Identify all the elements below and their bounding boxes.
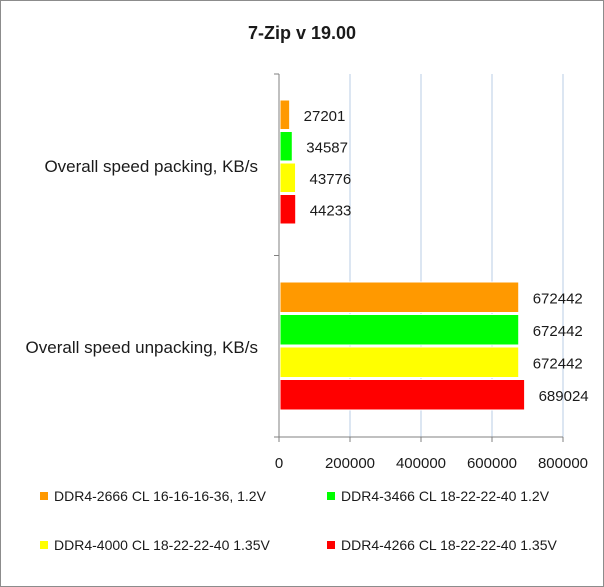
category-labels: Overall speed packing, KB/s Overall speed…: [26, 157, 258, 357]
data-label: 672442: [533, 355, 583, 372]
data-labels: 27201 34587 43776 44233 672442 672442 672442 68…: [304, 108, 589, 405]
bar: [279, 281, 520, 313]
bar: [279, 162, 297, 193]
legend-label: DDR4-2666 CL 16-16-16-36, 1.2V: [54, 488, 267, 504]
legend-swatch: [40, 541, 48, 549]
bar: [279, 194, 297, 225]
chart-title: 7-Zip v 19.00: [248, 23, 356, 43]
legend-swatch: [327, 541, 335, 549]
data-label: 27201: [304, 108, 346, 125]
legend-label: DDR4-3466 CL 18-22-22-40 1.2V: [341, 488, 550, 504]
x-tick-label: 400000: [396, 455, 446, 472]
bar: [279, 379, 526, 411]
data-label: 34587: [306, 139, 348, 156]
bar: [279, 346, 520, 378]
category-label: Overall speed unpacking, KB/s: [26, 338, 258, 357]
x-tick-label: 200000: [325, 455, 375, 472]
bar: [279, 99, 291, 130]
legend-item: DDR4-4000 CL 18-22-22-40 1.35V: [40, 537, 270, 553]
bars: [279, 99, 526, 411]
bar: [279, 314, 520, 346]
data-label: 672442: [533, 323, 583, 340]
legend-item: DDR4-3466 CL 18-22-22-40 1.2V: [327, 488, 550, 504]
legend-swatch: [40, 492, 48, 500]
x-tick-label: 800000: [538, 455, 588, 472]
legend-item: DDR4-2666 CL 16-16-16-36, 1.2V: [40, 488, 267, 504]
legend-swatch: [327, 492, 335, 500]
data-label: 43776: [310, 171, 352, 188]
legend-label: DDR4-4266 CL 18-22-22-40 1.35V: [341, 537, 557, 553]
axes: [274, 73, 564, 442]
category-label: Overall speed packing, KB/s: [44, 157, 258, 176]
x-tick-labels: 0 200000 400000 600000 800000: [275, 455, 588, 472]
data-label: 672442: [533, 290, 583, 307]
data-label: 689024: [539, 388, 589, 405]
x-tick-label: 0: [275, 455, 283, 472]
legend-item: DDR4-4266 CL 18-22-22-40 1.35V: [327, 537, 557, 553]
legend: DDR4-2666 CL 16-16-16-36, 1.2V DDR4-3466 …: [40, 488, 557, 553]
data-label: 44233: [310, 202, 352, 219]
x-tick-label: 600000: [467, 455, 517, 472]
bar: [279, 131, 293, 162]
legend-label: DDR4-4000 CL 18-22-22-40 1.35V: [54, 537, 270, 553]
